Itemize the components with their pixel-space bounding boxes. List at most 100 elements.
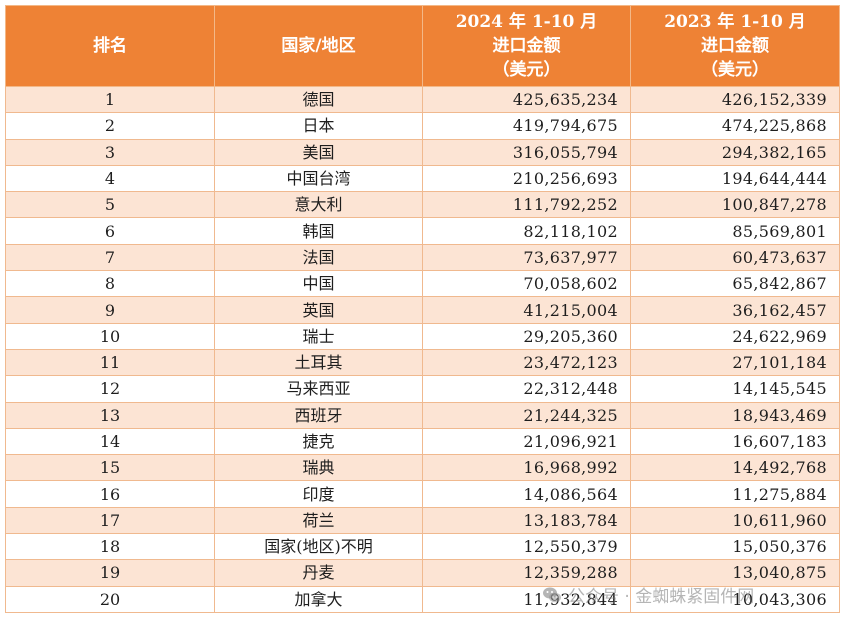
rank-cell: 7 bbox=[5, 243, 215, 272]
header-2024-import: 2024 年 1-10 月 进口金额 （美元） bbox=[422, 5, 631, 87]
import-2024-cell: 12,550,379 bbox=[422, 533, 631, 561]
rank-cell: 20 bbox=[5, 585, 215, 613]
import-2024-cell: 41,215,004 bbox=[422, 296, 631, 324]
import-2023-cell: 426,152,339 bbox=[630, 85, 840, 114]
country-cell: 印度 bbox=[214, 480, 423, 508]
import-2024-cell: 21,244,325 bbox=[422, 401, 631, 429]
wechat-icon bbox=[542, 585, 562, 605]
header-row: 排名 国家/地区 2024 年 1-10 月 进口金额 （美元） 2023 年 … bbox=[5, 5, 840, 87]
import-2023-cell: 15,050,376 bbox=[630, 533, 840, 561]
rank-cell: 8 bbox=[5, 270, 215, 298]
table-row: 13 西班牙 21,244,325 18,943,469 bbox=[5, 401, 840, 429]
import-2023-cell: 11,275,884 bbox=[630, 480, 840, 508]
import-2024-cell: 23,472,123 bbox=[422, 348, 631, 377]
rank-cell: 4 bbox=[5, 164, 215, 193]
import-2023-cell: 24,622,969 bbox=[630, 322, 840, 350]
rank-cell: 6 bbox=[5, 217, 215, 245]
table-row: 9 英国 41,215,004 36,162,457 bbox=[5, 296, 840, 324]
table-row: 16 印度 14,086,564 11,275,884 bbox=[5, 480, 840, 508]
country-cell: 德国 bbox=[214, 85, 423, 114]
rank-cell: 17 bbox=[5, 506, 215, 535]
country-cell: 法国 bbox=[214, 243, 423, 272]
import-2024-cell: 16,968,992 bbox=[422, 454, 631, 482]
rank-cell: 13 bbox=[5, 401, 215, 429]
import-2023-cell: 14,492,768 bbox=[630, 454, 840, 482]
rank-cell: 18 bbox=[5, 533, 215, 561]
import-2024-cell: 73,637,977 bbox=[422, 243, 631, 272]
import-2023-cell: 14,145,545 bbox=[630, 375, 840, 403]
import-2023-cell: 10,043,306 bbox=[630, 585, 840, 613]
table-row: 8 中国 70,058,602 65,842,867 bbox=[5, 270, 840, 298]
country-cell: 荷兰 bbox=[214, 506, 423, 535]
table-row: 11 土耳其 23,472,123 27,101,184 bbox=[5, 348, 840, 377]
rank-cell: 12 bbox=[5, 375, 215, 403]
import-2024-cell: 210,256,693 bbox=[422, 164, 631, 193]
table-row: 4 中国台湾 210,256,693 194,644,444 bbox=[5, 164, 840, 193]
rank-cell: 10 bbox=[5, 322, 215, 350]
import-2023-cell: 294,382,165 bbox=[630, 138, 840, 166]
import-2023-cell: 100,847,278 bbox=[630, 191, 840, 219]
header-2023-import: 2023 年 1-10 月 进口金额 （美元） bbox=[630, 5, 840, 87]
import-2023-cell: 16,607,183 bbox=[630, 427, 840, 456]
country-cell: 丹麦 bbox=[214, 559, 423, 587]
table-row: 1 德国 425,635,234 426,152,339 bbox=[5, 85, 840, 114]
header-country: 国家/地区 bbox=[214, 5, 423, 87]
table-row: 12 马来西亚 22,312,448 14,145,545 bbox=[5, 375, 840, 403]
country-cell: 加拿大 bbox=[214, 585, 423, 613]
import-2024-cell: 22,312,448 bbox=[422, 375, 631, 403]
import-2024-cell: 82,118,102 bbox=[422, 217, 631, 245]
import-2024-cell: 70,058,602 bbox=[422, 270, 631, 298]
country-cell: 意大利 bbox=[214, 191, 423, 219]
rank-cell: 1 bbox=[5, 85, 215, 114]
table-row: 18 国家(地区)不明 12,550,379 15,050,376 bbox=[5, 533, 840, 561]
table-row: 10 瑞士 29,205,360 24,622,969 bbox=[5, 322, 840, 350]
import-2024-cell: 316,055,794 bbox=[422, 138, 631, 166]
import-ranking-table: 排名 国家/地区 2024 年 1-10 月 进口金额 （美元） 2023 年 … bbox=[5, 5, 840, 613]
import-2023-cell: 10,611,960 bbox=[630, 506, 840, 535]
import-2023-cell: 36,162,457 bbox=[630, 296, 840, 324]
import-2023-cell: 13,040,875 bbox=[630, 559, 840, 587]
import-2024-cell: 111,792,252 bbox=[422, 191, 631, 219]
table-row: 19 丹麦 12,359,288 13,040,875 bbox=[5, 559, 840, 587]
import-2023-cell: 194,644,444 bbox=[630, 164, 840, 193]
table-row: 17 荷兰 13,183,784 10,611,960 bbox=[5, 506, 840, 535]
country-cell: 中国 bbox=[214, 270, 423, 298]
rank-cell: 5 bbox=[5, 191, 215, 219]
import-2023-cell: 474,225,868 bbox=[630, 112, 840, 140]
rank-cell: 3 bbox=[5, 138, 215, 166]
rank-cell: 11 bbox=[5, 348, 215, 377]
table-row: 15 瑞典 16,968,992 14,492,768 bbox=[5, 454, 840, 482]
import-2024-cell: 13,183,784 bbox=[422, 506, 631, 535]
table-row: 14 捷克 21,096,921 16,607,183 bbox=[5, 427, 840, 456]
country-cell: 土耳其 bbox=[214, 348, 423, 377]
rank-cell: 9 bbox=[5, 296, 215, 324]
rank-cell: 15 bbox=[5, 454, 215, 482]
country-cell: 瑞士 bbox=[214, 322, 423, 350]
watermark: 公众号 · 金蜘蛛紧固件网 bbox=[542, 582, 754, 607]
table-row: 3 美国 316,055,794 294,382,165 bbox=[5, 138, 840, 166]
table-row: 20 加拿大 11,932,844 10,043,306 bbox=[5, 585, 840, 613]
import-2023-cell: 18,943,469 bbox=[630, 401, 840, 429]
country-cell: 西班牙 bbox=[214, 401, 423, 429]
import-2024-cell: 425,635,234 bbox=[422, 85, 631, 114]
country-cell: 瑞典 bbox=[214, 454, 423, 482]
rank-cell: 19 bbox=[5, 559, 215, 587]
rank-cell: 2 bbox=[5, 112, 215, 140]
country-cell: 日本 bbox=[214, 112, 423, 140]
table-row: 2 日本 419,794,675 474,225,868 bbox=[5, 112, 840, 140]
rank-cell: 16 bbox=[5, 480, 215, 508]
country-cell: 中国台湾 bbox=[214, 164, 423, 193]
country-cell: 马来西亚 bbox=[214, 375, 423, 403]
header-rank: 排名 bbox=[5, 5, 215, 87]
country-cell: 英国 bbox=[214, 296, 423, 324]
import-2023-cell: 60,473,637 bbox=[630, 243, 840, 272]
import-2024-cell: 419,794,675 bbox=[422, 112, 631, 140]
table-body: 1 德国 425,635,234 426,152,339 2 日本 419,794,675 4… bbox=[5, 85, 840, 613]
import-2024-cell: 14,086,564 bbox=[422, 480, 631, 508]
import-2023-cell: 85,569,801 bbox=[630, 217, 840, 245]
country-cell: 捷克 bbox=[214, 427, 423, 456]
country-cell: 美国 bbox=[214, 138, 423, 166]
import-2024-cell: 21,096,921 bbox=[422, 427, 631, 456]
table-row: 7 法国 73,637,977 60,473,637 bbox=[5, 243, 840, 272]
import-2024-cell: 29,205,360 bbox=[422, 322, 631, 350]
